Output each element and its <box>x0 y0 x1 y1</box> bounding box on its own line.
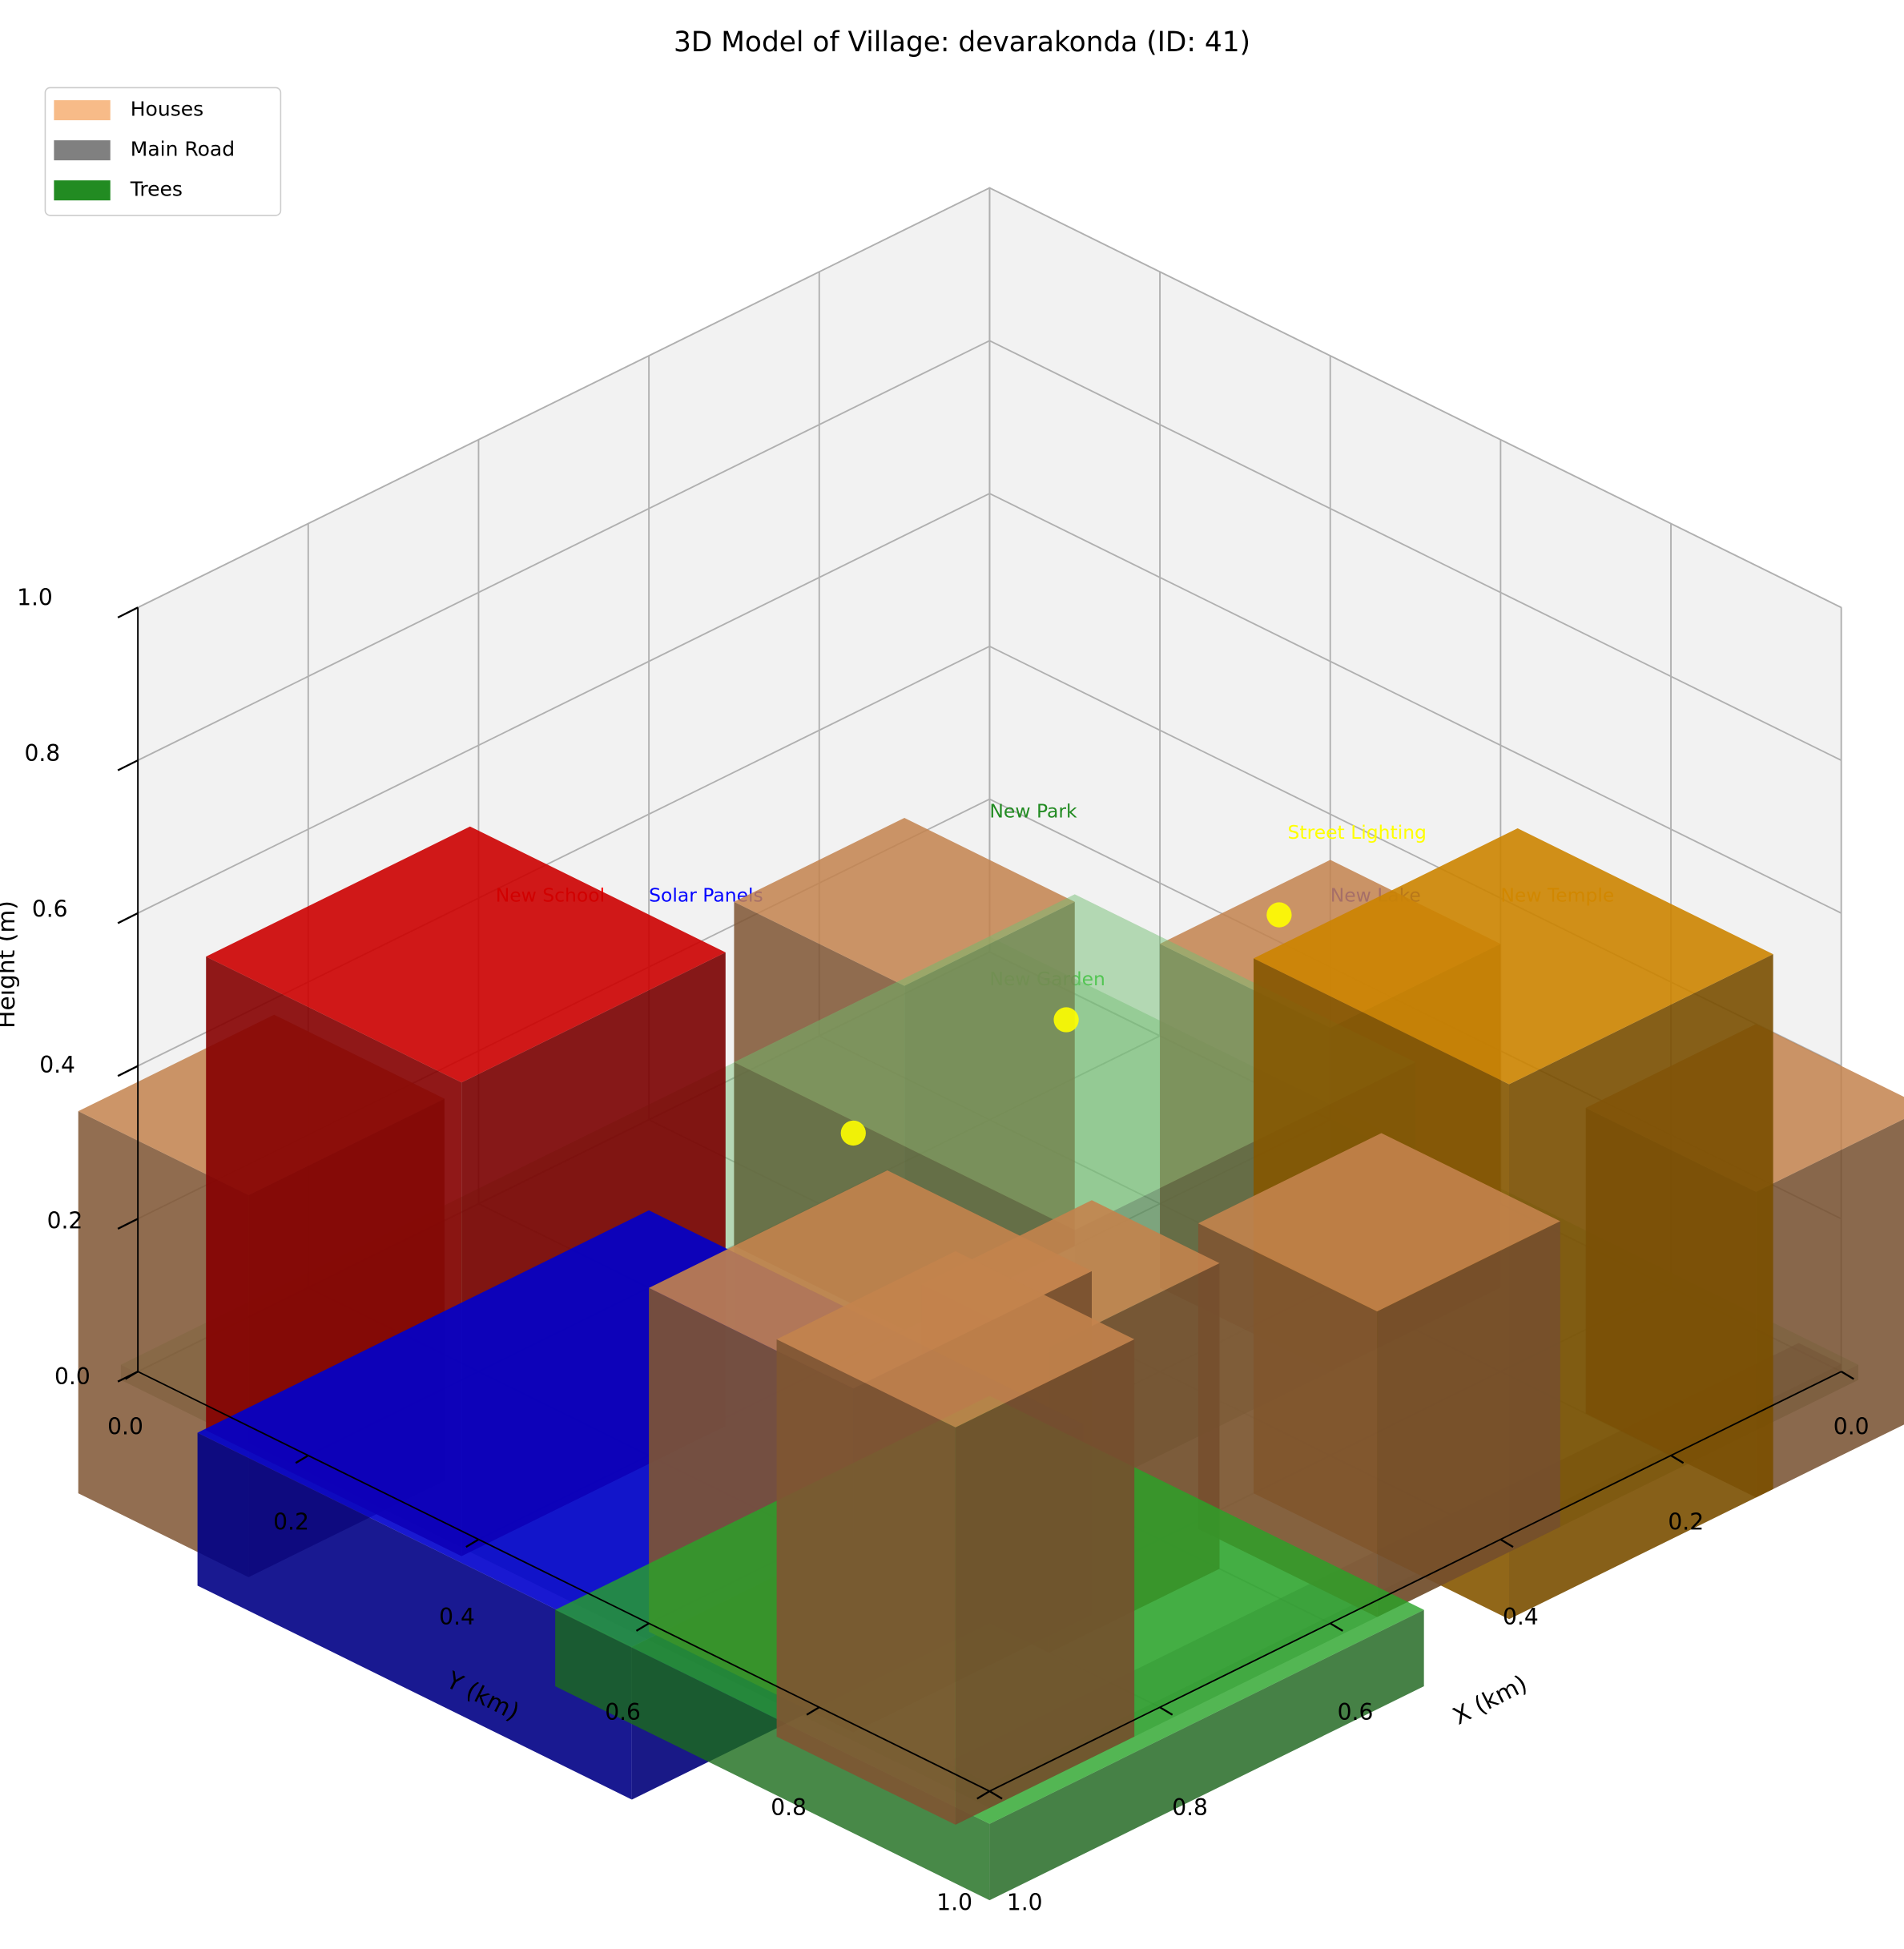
y-tick-label: 0.8 <box>771 1794 807 1821</box>
grid-line <box>137 187 990 609</box>
annotation: New Park <box>989 800 1077 823</box>
z-tick-label: 0.4 <box>39 1052 75 1078</box>
annotation: Street Lighting <box>1288 821 1427 844</box>
y-tick-label: 0.6 <box>605 1699 641 1726</box>
grid-line <box>988 187 1842 609</box>
box-face-x <box>197 1432 632 1800</box>
z-axis-label: Height (m) <box>0 900 21 1029</box>
legend-swatch <box>54 140 111 161</box>
box-face-x <box>1198 1223 1378 1617</box>
legend-swatch <box>54 180 111 201</box>
box-top <box>734 894 1416 1230</box>
y-tick-label: 1.0 <box>936 1890 972 1916</box>
box-face-x <box>555 1609 990 1901</box>
legend: Houses Main Road Trees <box>44 87 282 216</box>
point <box>1053 1007 1079 1033</box>
legend-label: Main Road <box>131 138 235 161</box>
x-tick-label: 0.8 <box>1172 1794 1208 1821</box>
tick-mark <box>465 1538 480 1548</box>
box-face-y <box>955 1339 1135 1825</box>
box-face-y <box>1377 1221 1560 1617</box>
tick-mark <box>117 759 139 771</box>
tick-mark <box>635 1622 650 1632</box>
tick-mark <box>1159 1706 1173 1716</box>
box-face-y <box>1509 954 1773 1620</box>
box-face-y <box>1756 1118 1904 1498</box>
z-tick-label: 0.8 <box>24 740 60 767</box>
box-face-x <box>776 1339 956 1825</box>
grid-line <box>137 493 990 914</box>
tick-mark <box>117 1065 139 1077</box>
y-tick-label: 0.0 <box>107 1414 143 1440</box>
tick-mark <box>117 606 139 618</box>
y-axis-line <box>137 1371 990 1792</box>
legend-label: Trees <box>130 178 183 201</box>
grid-line <box>988 493 1842 914</box>
y-tick-label: 0.4 <box>439 1604 475 1630</box>
legend-label: Houses <box>131 98 203 121</box>
tick-mark <box>117 912 139 924</box>
x-tick-label: 0.2 <box>1668 1508 1704 1535</box>
box-top <box>1198 1133 1560 1312</box>
tick-mark <box>976 1790 991 1800</box>
x-tick-label: 0.6 <box>1338 1699 1374 1726</box>
x-axis-label: X (km) <box>1448 1669 1532 1730</box>
tick-mark <box>117 1218 139 1230</box>
tick-mark <box>295 1454 309 1464</box>
box-top <box>776 1250 1135 1428</box>
x-tick-label: 0.4 <box>1503 1604 1539 1630</box>
z-tick-label: 1.0 <box>17 584 53 610</box>
grid-line <box>988 340 1842 761</box>
tick-mark <box>1841 1371 1854 1380</box>
axes: 0.0 0.2 0.4 0.6 0.8 1.0 0.0 0.2 0.4 0.6 0.8 1.0 0.0 0… <box>17 584 1869 1915</box>
point <box>1266 902 1292 928</box>
boxes <box>78 818 1904 1901</box>
box-top <box>1254 828 1773 1085</box>
tick-mark <box>1670 1454 1685 1464</box>
chart-title: 3D Model of Village: devarakonda (ID: 41… <box>674 26 1250 58</box>
tick-mark <box>1330 1622 1343 1632</box>
x-tick-label: 0.0 <box>1834 1414 1870 1440</box>
tick-mark <box>988 1790 1003 1800</box>
tick-mark <box>806 1706 820 1716</box>
z-tick-label: 0.2 <box>47 1207 83 1234</box>
box-top <box>649 1170 1093 1389</box>
y-tick-label: 0.2 <box>273 1508 309 1535</box>
z-tick-label: 0.6 <box>32 896 68 922</box>
legend-swatch <box>54 100 111 121</box>
point <box>840 1120 866 1146</box>
x-axis-line <box>988 1371 1842 1792</box>
tick-mark <box>117 1371 139 1383</box>
x-tick-label: 1.0 <box>1007 1890 1043 1916</box>
grid-line <box>137 340 990 761</box>
tick-mark <box>1499 1538 1514 1548</box>
box-top <box>206 826 726 1083</box>
box-face-y <box>989 1609 1424 1901</box>
z-tick-label: 0.0 <box>54 1363 91 1390</box>
